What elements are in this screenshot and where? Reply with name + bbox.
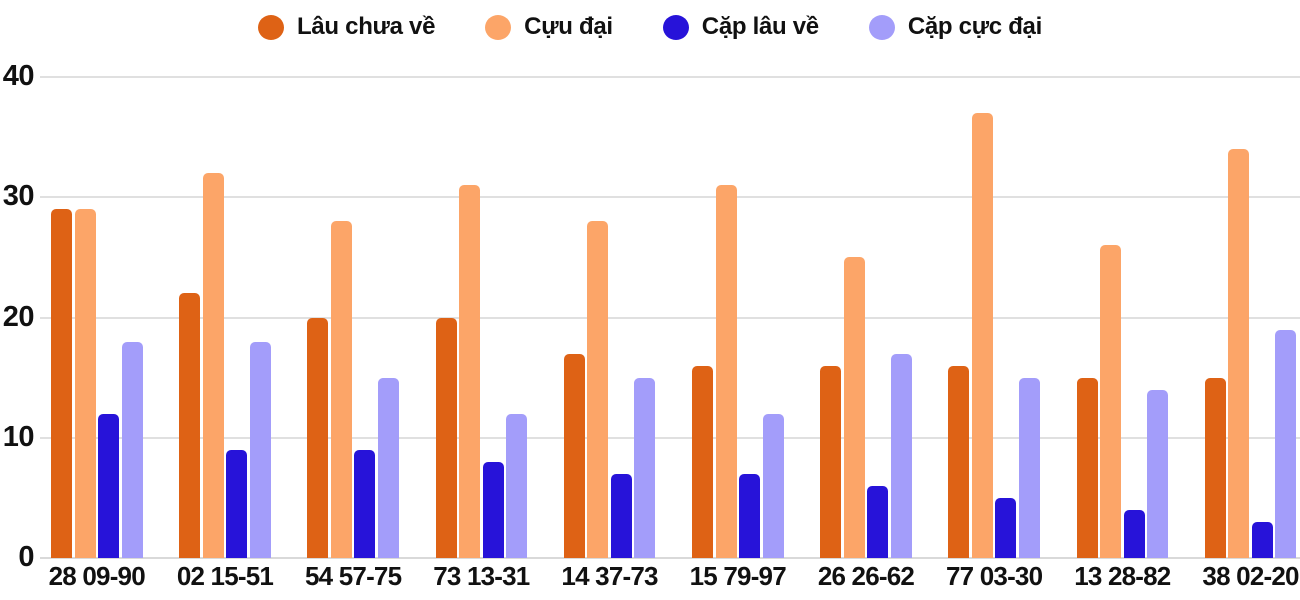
bar-series3-26-26-62 [867,485,889,558]
bar-series1-54-57-75 [307,317,329,558]
bar-series1-14-37-73 [563,353,585,558]
legend-item-3: Cặp lâu về [662,13,819,41]
x-tick-label-2: 02 15-51 [176,561,274,591]
bar-series1-26-26-62 [820,365,842,558]
x-tick-label-7: 26 26-62 [817,561,915,591]
gridline-30 [40,196,1300,199]
bar-group-77-03-30 [948,77,1040,558]
y-tick-label-10: 10 [2,420,35,453]
bar-series3-13-28-82 [1123,509,1145,558]
gridline-20 [40,316,1300,319]
bar-series3-02-15-51 [226,449,248,558]
bar-series3-14-37-73 [610,473,632,558]
bar-series4-02-15-51 [249,341,271,558]
bar-series4-15-79-97 [762,413,784,558]
bar-series2-77-03-30 [971,113,993,558]
x-tick-label-3: 54 57-75 [305,561,402,591]
x-tick-label-5: 14 37-73 [561,561,658,591]
bar-series2-54-57-75 [330,221,352,558]
bar-series2-26-26-62 [843,257,865,558]
bar-series2-38-02-20 [1228,149,1250,558]
legend-swatch-icon [485,14,512,40]
bar-series4-77-03-30 [1018,377,1040,558]
bar-series3-54-57-75 [354,449,376,558]
y-tick-label-0: 0 [18,541,34,573]
legend-label: Lâu chưa về [297,13,436,40]
legend-swatch-icon [868,14,895,40]
x-tick-label-9: 13 28-82 [1074,561,1171,591]
legend-label: Cựu đại [524,13,613,40]
bar-series4-38-02-20 [1275,329,1297,558]
x-tick-label-1: 28 09-90 [48,561,146,591]
gridline-0 [40,557,1300,559]
bar-series3-28-09-90 [98,413,119,558]
chart-legend: Lâu chưa về Cựu đại Cặp lâu về Cặp cực đại [0,10,1300,44]
bar-series3-15-79-97 [739,473,760,558]
legend-item-2: Cựu đại [485,13,613,41]
bar-group-13-28-82 [1076,77,1169,558]
bar-series1-77-03-30 [948,365,970,558]
bar-group-38-02-20 [1204,77,1297,558]
bar-series2-15-79-97 [715,185,737,558]
bar-group-28-09-90 [51,77,143,558]
bar-series3-73-13-31 [482,461,504,558]
bar-series4-54-57-75 [377,377,399,558]
legend-label: Cặp lâu về [701,13,819,40]
legend-item-1: Lâu chưa về [258,13,435,41]
bar-series2-14-37-73 [587,221,609,558]
bar-series2-28-09-90 [74,209,96,558]
bar-series4-28-09-90 [121,341,143,558]
bar-series1-13-28-82 [1076,377,1098,558]
y-tick-label-30: 30 [2,180,35,213]
y-tick-label-20: 20 [2,300,35,333]
gridline-40 [40,76,1300,78]
bar-group-26-26-62 [820,77,912,558]
x-tick-label-10: 38 02-20 [1202,561,1299,591]
y-tick-label-40: 40 [2,60,35,92]
bar-series4-14-37-73 [634,377,656,558]
bar-series4-73-13-31 [506,413,528,558]
legend-swatch-icon [258,14,285,40]
bar-series2-02-15-51 [202,173,224,558]
bar-series1-73-13-31 [435,317,457,558]
bar-series4-13-28-82 [1147,389,1169,558]
bar-series2-13-28-82 [1100,245,1122,558]
bar-series3-38-02-20 [1251,521,1273,558]
legend-swatch-icon [662,14,689,40]
bar-group-14-37-73 [563,77,656,558]
bar-series1-38-02-20 [1204,377,1226,558]
x-tick-label-4: 73 13-31 [433,561,530,591]
x-tick-label-6: 15 79-97 [689,561,787,591]
plot-area [40,76,1300,559]
bar-series2-73-13-31 [459,185,481,558]
legend-label: Cặp cực đại [907,13,1042,40]
bar-group-15-79-97 [692,77,784,558]
bar-series4-26-26-62 [890,353,912,558]
gridline-10 [40,436,1300,439]
bar-group-02-15-51 [179,77,271,558]
bar-series3-77-03-30 [995,497,1017,558]
bar-group-73-13-31 [435,77,528,558]
x-tick-label-8: 77 03-30 [946,561,1043,591]
bar-series1-28-09-90 [51,209,72,558]
legend-item-4: Cặp cực đại [868,13,1042,41]
bar-group-54-57-75 [307,77,399,558]
bar-series1-15-79-97 [692,365,713,558]
bar-series1-02-15-51 [179,293,201,558]
